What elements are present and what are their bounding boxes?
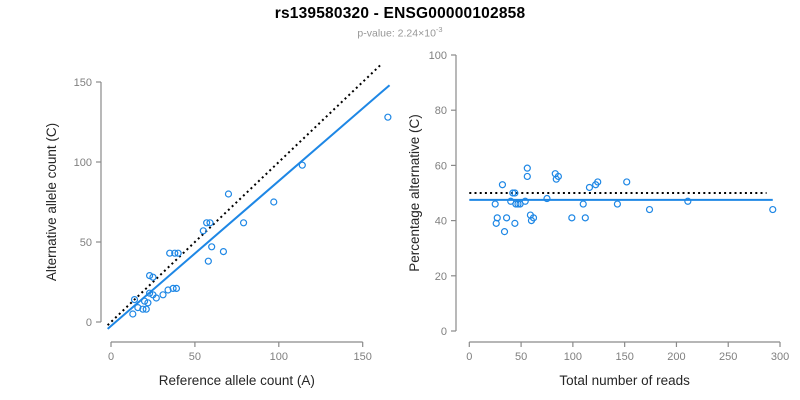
y-tick-label: 100 — [429, 50, 447, 62]
data-point — [521, 197, 529, 205]
right-y-axis-title: Percentage alternative (C) — [407, 114, 422, 272]
x-tick-label: 100 — [564, 351, 582, 363]
data-point — [769, 205, 777, 214]
data-point — [554, 172, 562, 181]
data-point — [509, 189, 517, 197]
regression-line — [106, 84, 391, 330]
x-tick-label: 150 — [615, 351, 633, 363]
data-point — [159, 291, 167, 299]
data-point — [145, 289, 154, 297]
data-point — [512, 200, 520, 208]
data-point — [529, 214, 538, 222]
x-tick-label: 250 — [719, 351, 737, 363]
y-tick-label: 150 — [74, 77, 92, 89]
data-point — [224, 190, 233, 198]
data-point — [579, 200, 587, 208]
data-point — [645, 205, 654, 214]
x-tick-label: 150 — [354, 351, 372, 363]
data-point — [206, 219, 214, 227]
left-x-axis-title: Reference allele count (A) — [159, 373, 315, 388]
data-point — [298, 161, 306, 169]
data-point — [149, 273, 157, 281]
data-point — [203, 219, 211, 227]
figure-title: rs139580320 - ENSG00000102858 — [274, 5, 526, 22]
data-point — [594, 178, 602, 186]
data-point — [568, 214, 576, 222]
x-tick-label: 100 — [270, 351, 288, 363]
x-tick-label: 200 — [667, 351, 685, 363]
data-point — [169, 284, 177, 292]
x-tick-label: 0 — [466, 351, 472, 363]
data-point — [140, 297, 149, 305]
data-point — [144, 299, 152, 307]
data-point — [498, 181, 507, 189]
data-point — [493, 214, 501, 222]
y-tick-label: 0 — [86, 317, 92, 329]
data-point — [511, 219, 519, 227]
x-tick-label: 50 — [189, 351, 201, 363]
y-tick-label: 0 — [441, 326, 447, 338]
left-y-axis-title: Alternative allele count (C) — [44, 123, 59, 281]
x-tick-label: 50 — [515, 351, 527, 363]
data-point — [684, 197, 692, 205]
right-x-axis-title: Total number of reads — [559, 373, 690, 388]
data-point — [523, 164, 531, 172]
data-point — [543, 194, 551, 203]
right-plot: 0 50 100 150 200 250 300 0 20 40 60 80 100 Total numb… — [407, 50, 789, 388]
data-point — [585, 183, 594, 192]
data-point — [219, 248, 228, 256]
x-tick-label: 0 — [108, 351, 114, 363]
data-point — [129, 310, 137, 318]
data-point — [613, 200, 622, 208]
data-point — [384, 113, 392, 121]
data-point — [239, 219, 248, 227]
y-tick-label: 20 — [435, 271, 447, 283]
data-point — [511, 189, 519, 197]
x-tick-label: 300 — [771, 351, 789, 363]
data-point — [500, 228, 509, 236]
figure-subtitle: p-value: 2.24×10-3 — [0, 25, 800, 40]
data-point — [514, 200, 522, 208]
p-value-exponent: -3 — [435, 25, 443, 34]
data-point — [139, 305, 147, 313]
data-point — [171, 249, 179, 257]
data-point — [199, 227, 207, 235]
data-point — [166, 249, 174, 257]
data-point — [523, 172, 531, 181]
y-tick-label: 40 — [435, 216, 447, 228]
data-point — [142, 305, 150, 313]
data-point — [208, 243, 216, 251]
y-tick-label: 60 — [435, 160, 447, 172]
data-point — [623, 178, 631, 186]
data-point — [270, 198, 278, 206]
p-value-text: p-value: 2.24×10 — [357, 27, 436, 40]
data-point — [502, 214, 511, 222]
data-point — [172, 284, 181, 292]
data-point — [491, 200, 499, 208]
y-tick-label: 50 — [80, 237, 92, 249]
data-point — [130, 296, 139, 304]
data-point — [152, 294, 160, 302]
left-plot: 0 50 100 150 0 50 100 150 Reference allele count… — [44, 63, 392, 388]
data-point — [145, 272, 154, 280]
data-point — [174, 249, 182, 257]
y-tick-label: 80 — [435, 105, 447, 117]
data-point — [204, 257, 212, 265]
identity-line — [106, 63, 382, 326]
data-point — [581, 214, 589, 222]
y-tick-label: 100 — [74, 157, 92, 169]
